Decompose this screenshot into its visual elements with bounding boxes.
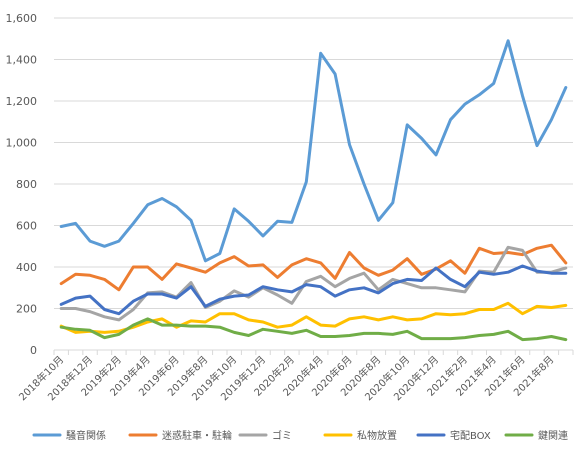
y-tick-label: 200: [16, 303, 37, 316]
legend: 騒音関係 迷惑駐車・駐輪 ゴミ 私物放置 宅配BOX 鍵関連: [32, 429, 568, 442]
y-axis-ticks: 0 200 400 600 800 1,000 1,200 1,400 1,600: [6, 12, 38, 357]
y-tick-label: 600: [16, 220, 37, 233]
series-lines: [59, 39, 568, 342]
legend-label: ゴミ: [272, 429, 292, 442]
series-line-0: [59, 39, 568, 263]
legend-label: 私物放置: [357, 429, 397, 442]
series-line-4: [59, 264, 568, 316]
y-tick-label: 1,200: [6, 95, 38, 108]
y-tick-label: 1,600: [6, 12, 38, 25]
series-line-1: [59, 243, 568, 292]
legend-label: 騒音関係: [66, 429, 106, 442]
series-line-3: [59, 301, 568, 334]
legend-label: 宅配BOX: [450, 429, 491, 442]
y-tick-label: 800: [16, 178, 37, 191]
series-line-5: [59, 317, 568, 342]
y-tick-label: 1,000: [6, 137, 38, 150]
legend-label: 鍵関連: [538, 429, 568, 442]
y-tick-label: 400: [16, 261, 37, 274]
legend-label: 迷惑駐車・駐輪: [162, 429, 232, 442]
x-axis-ticks: 2018年10月2018年12月2019年2月2019年4月2019年6月201…: [16, 350, 574, 403]
y-tick-label: 0: [30, 344, 37, 357]
y-tick-label: 1,400: [6, 54, 38, 67]
gridlines: [54, 17, 573, 309]
